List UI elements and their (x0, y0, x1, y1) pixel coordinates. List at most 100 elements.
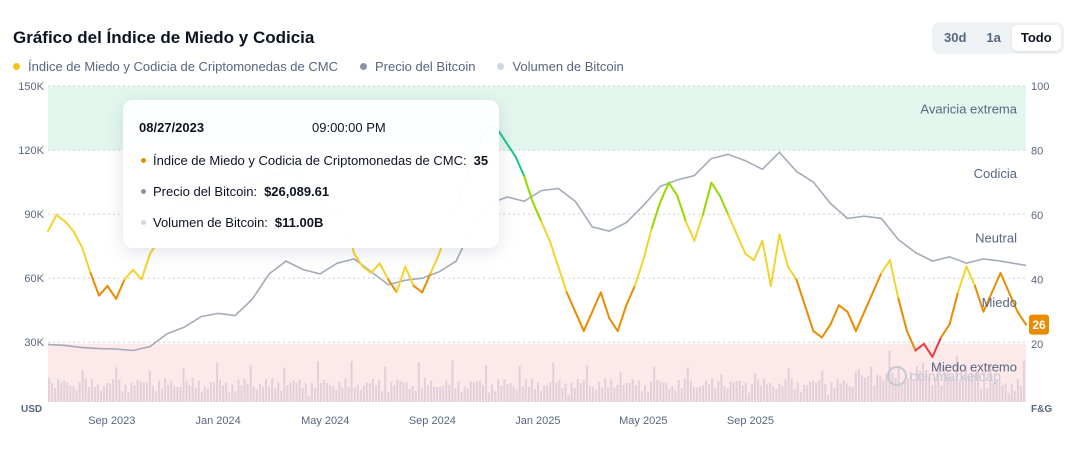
fear-greed-segment (616, 304, 628, 333)
volume-bar (610, 379, 613, 402)
fear-greed-segment (642, 226, 653, 262)
volume-bar (714, 388, 717, 402)
volume-bar (194, 388, 197, 402)
volume-bar (332, 386, 335, 402)
volume-bar (280, 390, 283, 402)
volume-bar (84, 378, 87, 402)
range-30d-button[interactable]: 30d (944, 30, 967, 45)
volume-bar (48, 378, 50, 402)
volume-bar (439, 386, 442, 402)
volume-bar (729, 381, 732, 402)
range-1y-button[interactable]: 1a (986, 30, 1001, 45)
volume-bar (579, 383, 582, 402)
fear-greed-segment (123, 268, 135, 281)
fear-greed-segment (948, 291, 959, 326)
volume-bar (705, 380, 708, 402)
fear-greed-segment (353, 252, 364, 268)
volume-bar (127, 392, 130, 402)
volume-bar (347, 387, 350, 402)
volume-bar (702, 385, 705, 402)
legend-item-bitcoin-volume[interactable]: Volumen de Bitcoin (497, 59, 624, 74)
volume-bar (320, 383, 323, 402)
volume-bar (72, 385, 75, 402)
y-axis-left-tick: 90K (24, 209, 44, 221)
volume-bar (338, 381, 341, 402)
fear-greed-segment (81, 246, 92, 275)
volume-bar (601, 387, 604, 402)
volume-bar (512, 386, 515, 402)
volume-bar (793, 389, 796, 402)
volume-bar (983, 372, 986, 402)
legend-item-bitcoin-price[interactable]: Precio del Bitcoin (360, 59, 475, 74)
volume-bar (769, 383, 772, 402)
volume-bar (515, 389, 518, 402)
volume-bar (530, 378, 533, 402)
volume-bar (799, 391, 802, 402)
volume-bar (203, 386, 206, 402)
legend-item-fear-greed[interactable]: Índice de Miedo y Codicia de Criptomoned… (13, 59, 338, 74)
legend-label-bitcoin-price: Precio del Bitcoin (375, 59, 476, 74)
volume-bar (448, 384, 451, 402)
volume-bar (451, 360, 454, 402)
volume-bar (802, 384, 805, 402)
volume-bar (494, 391, 497, 402)
volume-bar (879, 376, 882, 402)
fear-greed-segment (922, 342, 934, 358)
range-all-button[interactable]: Todo (1011, 25, 1061, 51)
volume-bar (677, 380, 680, 402)
volume-bar (93, 387, 96, 402)
volume-bar (252, 386, 255, 402)
volume-bar (723, 385, 726, 402)
volume-bar (757, 379, 760, 402)
volume-bar (457, 380, 460, 402)
fear-greed-segment (650, 201, 662, 229)
volume-bar (928, 377, 931, 402)
y-axis-left-tick: 30K (24, 337, 44, 349)
volume-bar (659, 381, 662, 402)
tooltip-volume-value: $11.00B (274, 215, 324, 230)
volume-bar (622, 385, 625, 402)
volume-bar (292, 380, 295, 402)
current-value-text: 26 (1032, 318, 1046, 332)
volume-bar (433, 386, 436, 402)
range-toggle: 30d 1a Todo (932, 22, 1064, 54)
volume-bar (683, 378, 686, 402)
volume-bar (986, 388, 989, 402)
volume-bar (815, 382, 818, 402)
volume-bar (980, 388, 983, 402)
volume-bar (368, 383, 371, 402)
chart-title: Gráfico del Índice de Miedo y Codicia (13, 28, 315, 47)
volume-bar (246, 383, 249, 402)
volume-bar (549, 382, 552, 402)
volume-bar (130, 382, 133, 402)
volume-bar (206, 388, 209, 402)
volume-bar (778, 383, 781, 402)
volume-bar (99, 390, 102, 402)
fear-greed-segment (871, 272, 883, 294)
volume-bar (665, 382, 668, 402)
volume-bar (365, 382, 368, 402)
volume-bar (561, 388, 564, 402)
volume-bar (216, 363, 219, 402)
volume-bar (592, 386, 595, 402)
volume-bar (894, 378, 897, 402)
volume-bar (145, 382, 148, 402)
volume-bar (634, 385, 637, 402)
volume-bar (1007, 392, 1010, 402)
volume-bar (689, 380, 692, 402)
volume-bar (668, 389, 671, 402)
fear-greed-segment (965, 265, 976, 287)
volume-bar (356, 384, 359, 402)
volume-bar (298, 379, 301, 402)
volume-bar (772, 386, 775, 402)
fear-greed-segment (429, 252, 441, 275)
volume-bar (488, 392, 491, 402)
volume-bar (809, 381, 812, 402)
volume-bar (656, 379, 659, 402)
volume-bar (958, 380, 961, 402)
volume-bar (824, 384, 827, 402)
volume-bar (974, 374, 977, 402)
tooltip-row-fear-greed: Índice de Miedo y Codicia de Criptomoned… (141, 153, 488, 168)
volume-bar (124, 384, 127, 402)
